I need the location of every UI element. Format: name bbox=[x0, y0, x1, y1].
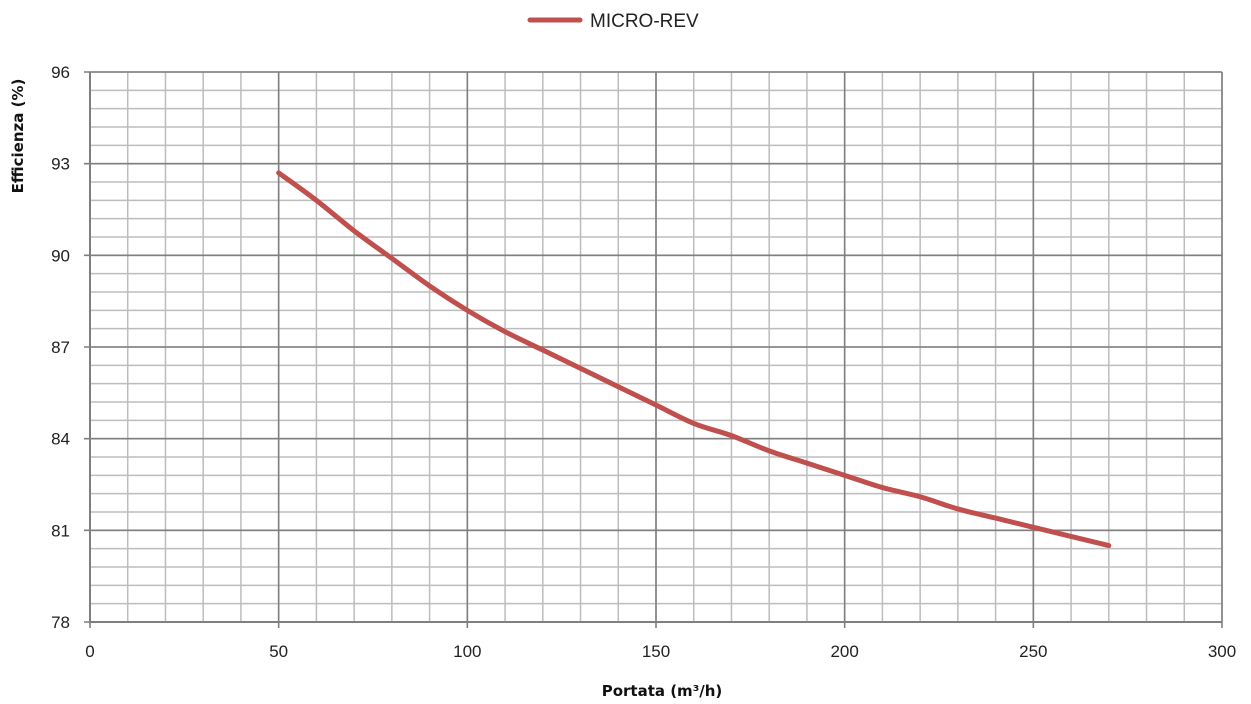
y-axis-title: Efficienza (%) bbox=[9, 79, 27, 194]
y-tick-label: 96 bbox=[51, 63, 70, 82]
y-tick-label: 78 bbox=[51, 613, 70, 632]
x-axis-title: Portata (m³/h) bbox=[602, 682, 723, 700]
series-layer bbox=[276, 170, 1112, 549]
x-tick-labels: 0 50 100 150 200 250 300 bbox=[85, 642, 1236, 661]
y-tick-labels: 78 81 84 87 90 93 96 bbox=[51, 63, 70, 632]
y-tick-label: 84 bbox=[51, 430, 70, 449]
x-tick-label: 50 bbox=[269, 642, 288, 661]
y-tick-label: 81 bbox=[51, 521, 70, 540]
x-tick-label: 100 bbox=[453, 642, 481, 661]
x-tick-label: 150 bbox=[642, 642, 670, 661]
legend: MICRO-REV bbox=[527, 11, 699, 32]
x-tick-label: 300 bbox=[1208, 642, 1236, 661]
series-line-0 bbox=[276, 170, 1112, 549]
major-gridlines bbox=[84, 71, 1223, 628]
y-tick-label: 90 bbox=[51, 246, 70, 265]
y-tick-label: 93 bbox=[51, 155, 70, 174]
x-tick-label: 200 bbox=[830, 642, 858, 661]
y-tick-label: 87 bbox=[51, 338, 70, 357]
axes bbox=[89, 72, 1222, 623]
x-tick-label: 250 bbox=[1019, 642, 1047, 661]
legend-label: MICRO-REV bbox=[590, 11, 699, 32]
x-tick-label: 0 bbox=[85, 642, 94, 661]
